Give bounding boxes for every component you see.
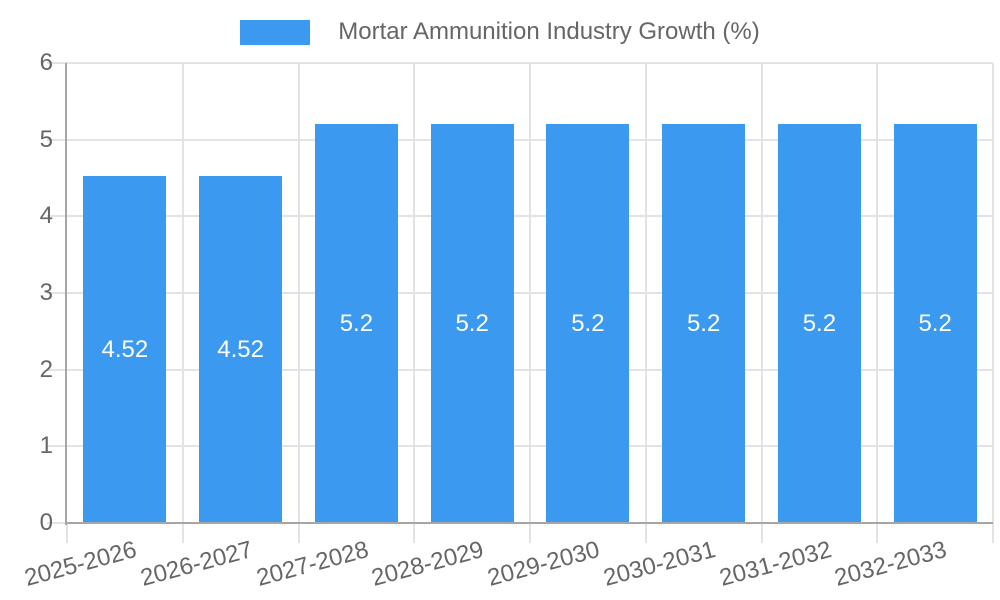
x-axis-label: 2032-2033	[831, 536, 950, 592]
y-axis-tick-label: 3	[39, 279, 53, 306]
x-axis-label: 2025-2026	[21, 536, 140, 592]
bar[interactable]	[777, 124, 861, 523]
y-gridline	[47, 138, 993, 141]
y-axis-tick-label: 0	[39, 509, 53, 536]
y-axis-tick-label: 1	[39, 432, 53, 460]
bar-value-label: 4.52	[217, 335, 264, 363]
x-axis-label: 2031-2032	[716, 536, 835, 592]
bar-value-label: 5.2	[686, 309, 721, 337]
x-axis-tick	[529, 523, 531, 543]
y-gridline	[47, 368, 993, 371]
bar-value-label: 5.2	[571, 309, 605, 337]
x-gridline	[644, 63, 647, 523]
bar-value-label: 5.2	[918, 309, 952, 337]
bar[interactable]	[83, 176, 167, 523]
bar[interactable]	[314, 124, 398, 523]
x-gridline	[413, 63, 416, 523]
x-axis-label: 2026-2027	[137, 536, 256, 592]
bar-value-label: 5.2	[802, 309, 837, 337]
x-axis-tick	[181, 523, 184, 543]
x-axis-tick	[297, 523, 300, 543]
x-axis-label: 2027-2028	[253, 536, 372, 592]
y-gridline	[47, 292, 993, 294]
y-axis-tick-label: 4	[39, 202, 53, 230]
bar[interactable]	[546, 124, 630, 523]
bar-value-label: 4.52	[101, 335, 149, 363]
y-gridline	[47, 445, 993, 448]
legend[interactable]: Mortar Ammunition Industry Growth (%)	[0, 19, 1000, 45]
legend-label: Mortar Ammunition Industry Growth (%)	[338, 18, 760, 45]
x-gridline	[181, 63, 184, 523]
x-gridline	[992, 63, 994, 523]
legend-swatch-icon	[240, 19, 311, 45]
x-axis-tick	[760, 523, 763, 543]
y-axis-tick-label: 6	[39, 49, 53, 76]
x-axis-label: 2028-2029	[368, 536, 487, 592]
x-gridline	[760, 63, 763, 523]
x-axis-label: 2029-2030	[484, 536, 603, 592]
x-axis-line	[65, 522, 993, 524]
x-axis-label: 2030-2031	[600, 536, 719, 592]
bar-value-label: 5.2	[455, 309, 489, 337]
x-axis-tick	[876, 523, 879, 543]
x-axis-tick	[992, 523, 994, 543]
bar[interactable]	[199, 176, 283, 523]
y-axis-line	[65, 63, 67, 525]
x-gridline	[297, 63, 300, 523]
x-axis-tick	[66, 523, 68, 543]
bar[interactable]	[430, 124, 514, 523]
x-axis-tick	[413, 523, 416, 543]
x-gridline	[529, 63, 531, 523]
bar[interactable]	[662, 124, 746, 523]
x-gridline	[876, 63, 879, 523]
x-axis-tick	[644, 523, 647, 543]
y-axis-tick-label: 2	[39, 355, 53, 383]
bar-value-label: 5.2	[339, 309, 374, 337]
y-axis-tick-label: 5	[39, 125, 53, 153]
y-gridline	[47, 62, 993, 64]
bar[interactable]	[893, 124, 977, 523]
y-gridline	[47, 215, 993, 218]
